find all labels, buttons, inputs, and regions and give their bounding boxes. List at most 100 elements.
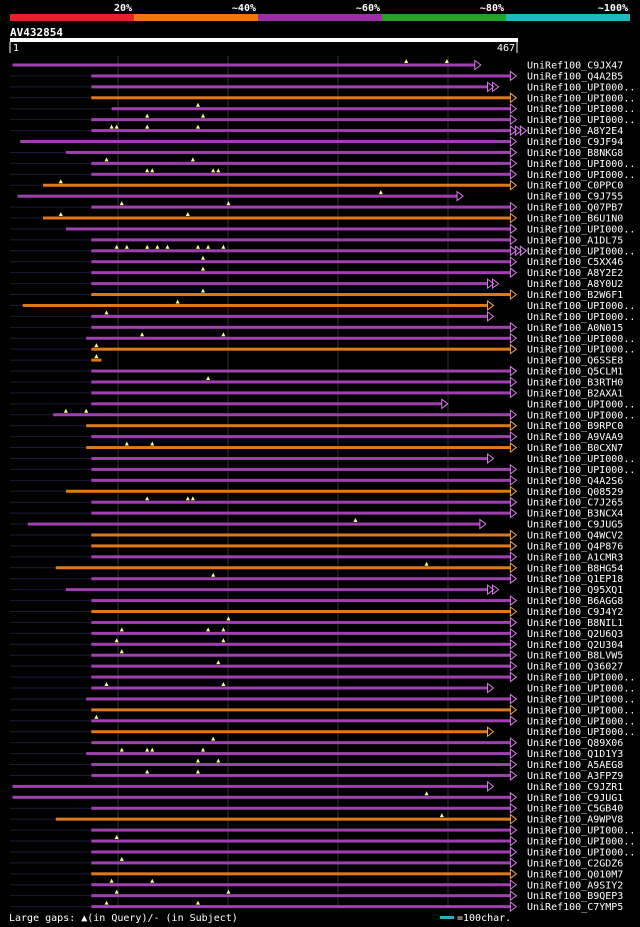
hit-alignment-bar[interactable] <box>12 63 475 67</box>
hit-row[interactable]: UniRef100_Q2U6Q3 <box>10 627 623 640</box>
hit-row[interactable]: UniRef100_B6U1N0 <box>10 212 623 225</box>
hit-name-link[interactable]: UniRef100_UPI000.. <box>527 410 635 421</box>
hit-name-link[interactable]: UniRef100_B8LVW5 <box>527 651 623 662</box>
hit-name-link[interactable]: UniRef100_A9SIY2 <box>527 880 623 891</box>
hit-row[interactable]: UniRef100_A5AEG8 <box>10 758 623 772</box>
hit-name-link[interactable]: UniRef100_C2GDZ6 <box>527 858 623 869</box>
hit-alignment-bar[interactable] <box>91 478 511 482</box>
hit-name-link[interactable]: UniRef100_B8HG54 <box>527 563 623 574</box>
hit-name-link[interactable]: UniRef100_C9JX47 <box>527 61 623 72</box>
hit-name-link[interactable]: UniRef100_B2AXA1 <box>527 388 623 399</box>
hit-name-link[interactable]: UniRef100_UPI000.. <box>527 224 635 235</box>
hit-alignment-bar[interactable] <box>22 303 488 307</box>
hit-alignment-bar[interactable] <box>111 107 511 111</box>
hit-row[interactable]: UniRef100_C9JX47 <box>12 59 624 72</box>
hit-name-link[interactable]: UniRef100_Q1D1Y3 <box>527 749 623 760</box>
hit-alignment-bar[interactable] <box>91 773 511 777</box>
hit-name-link[interactable]: UniRef100_UPI000.. <box>527 93 635 104</box>
hit-row[interactable]: UniRef100_UPI000.. <box>10 682 635 695</box>
hit-alignment-bar[interactable] <box>91 806 511 810</box>
hit-alignment-bar[interactable] <box>91 883 511 887</box>
hit-alignment-bar[interactable] <box>43 216 511 220</box>
hit-name-link[interactable]: UniRef100_UPI000.. <box>527 465 635 476</box>
hit-name-link[interactable]: UniRef100_A5AEG8 <box>527 760 623 771</box>
hit-alignment-bar[interactable] <box>27 522 480 526</box>
hit-alignment-bar[interactable] <box>91 686 488 690</box>
hit-name-link[interactable]: UniRef100_C9JF94 <box>527 137 623 148</box>
hit-name-link[interactable]: UniRef100_Q4A2S6 <box>527 476 623 487</box>
hit-alignment-bar[interactable] <box>91 271 511 275</box>
hit-row[interactable]: UniRef100_C9JZR1 <box>12 780 624 793</box>
hit-name-link[interactable]: UniRef100_C7YMP5 <box>527 902 623 913</box>
hit-row[interactable]: UniRef100_A8Y2E2 <box>10 266 623 280</box>
hit-name-link[interactable]: UniRef100_A8Y2E2 <box>527 268 623 279</box>
hit-alignment-bar[interactable] <box>65 227 511 231</box>
hit-name-link[interactable]: UniRef100_UPI000.. <box>527 673 635 684</box>
hit-name-link[interactable]: UniRef100_UPI000.. <box>527 301 635 312</box>
hit-row[interactable]: UniRef100_A3FPZ9 <box>10 769 623 782</box>
hit-row[interactable]: UniRef100_B2AXA1 <box>10 387 623 399</box>
hit-row[interactable]: UniRef100_UPI000.. <box>10 113 635 127</box>
hit-name-link[interactable]: UniRef100_C5XX46 <box>527 257 623 268</box>
hit-alignment-bar[interactable] <box>91 653 511 657</box>
hit-alignment-bar[interactable] <box>91 642 511 646</box>
hit-name-link[interactable]: UniRef100_A0N015 <box>527 323 623 334</box>
hit-name-link[interactable]: UniRef100_A3FPZ9 <box>527 771 623 782</box>
hit-name-link[interactable]: UniRef100_Q010M7 <box>527 869 623 880</box>
hit-row[interactable]: UniRef100_Q4WCV2 <box>10 529 623 541</box>
hit-alignment-bar[interactable] <box>91 161 511 165</box>
hit-alignment-bar[interactable] <box>91 730 488 734</box>
hit-row[interactable]: UniRef100_Q1EP18 <box>10 572 623 586</box>
hit-name-link[interactable]: UniRef100_C0PPC0 <box>527 181 623 192</box>
hit-name-link[interactable]: UniRef100_B9QEP3 <box>527 891 623 902</box>
hit-alignment-bar[interactable] <box>91 96 511 100</box>
hit-name-link[interactable]: UniRef100_UPI000.. <box>527 246 635 257</box>
hit-row[interactable]: UniRef100_C9J755 <box>17 190 624 203</box>
hit-alignment-bar[interactable] <box>91 861 511 865</box>
hit-name-link[interactable]: UniRef100_UPI000.. <box>527 454 635 465</box>
hit-row[interactable]: UniRef100_UPI000.. <box>10 299 635 312</box>
hit-name-link[interactable]: UniRef100_Q2U6Q3 <box>527 629 623 640</box>
hit-alignment-bar[interactable] <box>91 391 511 395</box>
hit-row[interactable]: UniRef100_UPI000.. <box>10 168 635 181</box>
hit-row[interactable]: UniRef100_B3RTH0 <box>10 375 623 389</box>
hit-row[interactable]: UniRef100_B0CXN7 <box>10 441 623 455</box>
hit-row[interactable]: UniRef100_UPI000.. <box>10 846 635 858</box>
hit-row[interactable]: UniRef100_A0N015 <box>10 321 623 334</box>
hit-alignment-bar[interactable] <box>91 314 488 318</box>
hit-row[interactable]: UniRef100_C7J265 <box>10 496 623 509</box>
hit-name-link[interactable]: UniRef100_UPI000.. <box>527 104 635 115</box>
hit-name-link[interactable]: UniRef100_UPI000.. <box>527 82 635 93</box>
hit-name-link[interactable]: UniRef100_Q95XQ1 <box>527 585 623 596</box>
hit-alignment-bar[interactable] <box>91 118 511 122</box>
hit-alignment-bar[interactable] <box>12 784 488 788</box>
hit-alignment-bar[interactable] <box>91 620 511 624</box>
hit-name-link[interactable]: UniRef100_B2W6F1 <box>527 290 623 301</box>
hit-row[interactable]: UniRef100_UPI000.. <box>10 81 635 93</box>
hit-alignment-bar[interactable] <box>91 850 511 854</box>
hit-row[interactable]: UniRef100_UPI000.. <box>10 244 635 258</box>
hit-alignment-bar[interactable] <box>53 413 511 417</box>
hit-row[interactable]: UniRef100_UPI000.. <box>10 714 635 728</box>
hit-row[interactable]: UniRef100_A9SIY2 <box>10 878 623 892</box>
hit-name-link[interactable]: UniRef100_A1CMR3 <box>527 552 623 563</box>
hit-name-link[interactable]: UniRef100_A8Y2E4 <box>527 126 623 137</box>
hit-name-link[interactable]: UniRef100_B3NCX4 <box>527 509 623 520</box>
hit-row[interactable]: UniRef100_UPI000.. <box>10 452 635 465</box>
hit-name-link[interactable]: UniRef100_UPI000.. <box>527 334 635 345</box>
hit-alignment-bar[interactable] <box>91 839 511 843</box>
hit-row[interactable]: UniRef100_C5XX46 <box>10 255 623 268</box>
hit-name-link[interactable]: UniRef100_Q4P876 <box>527 541 623 552</box>
hit-alignment-bar[interactable] <box>55 817 511 821</box>
hit-alignment-bar[interactable] <box>91 282 488 286</box>
hit-alignment-bar[interactable] <box>91 500 511 504</box>
hit-alignment-bar[interactable] <box>91 894 511 898</box>
hit-alignment-bar[interactable] <box>91 872 511 876</box>
hit-alignment-bar[interactable] <box>91 402 442 406</box>
hit-name-link[interactable]: UniRef100_A1DL75 <box>527 235 623 246</box>
hit-row[interactable]: UniRef100_Q6SSE8 <box>10 354 623 367</box>
hit-name-link[interactable]: UniRef100_Q89X06 <box>527 738 623 749</box>
hit-name-link[interactable]: UniRef100_UPI000.. <box>527 170 635 181</box>
hit-row[interactable]: UniRef100_B8NIL1 <box>10 616 623 629</box>
hit-row[interactable]: UniRef100_UPI000.. <box>10 102 635 116</box>
